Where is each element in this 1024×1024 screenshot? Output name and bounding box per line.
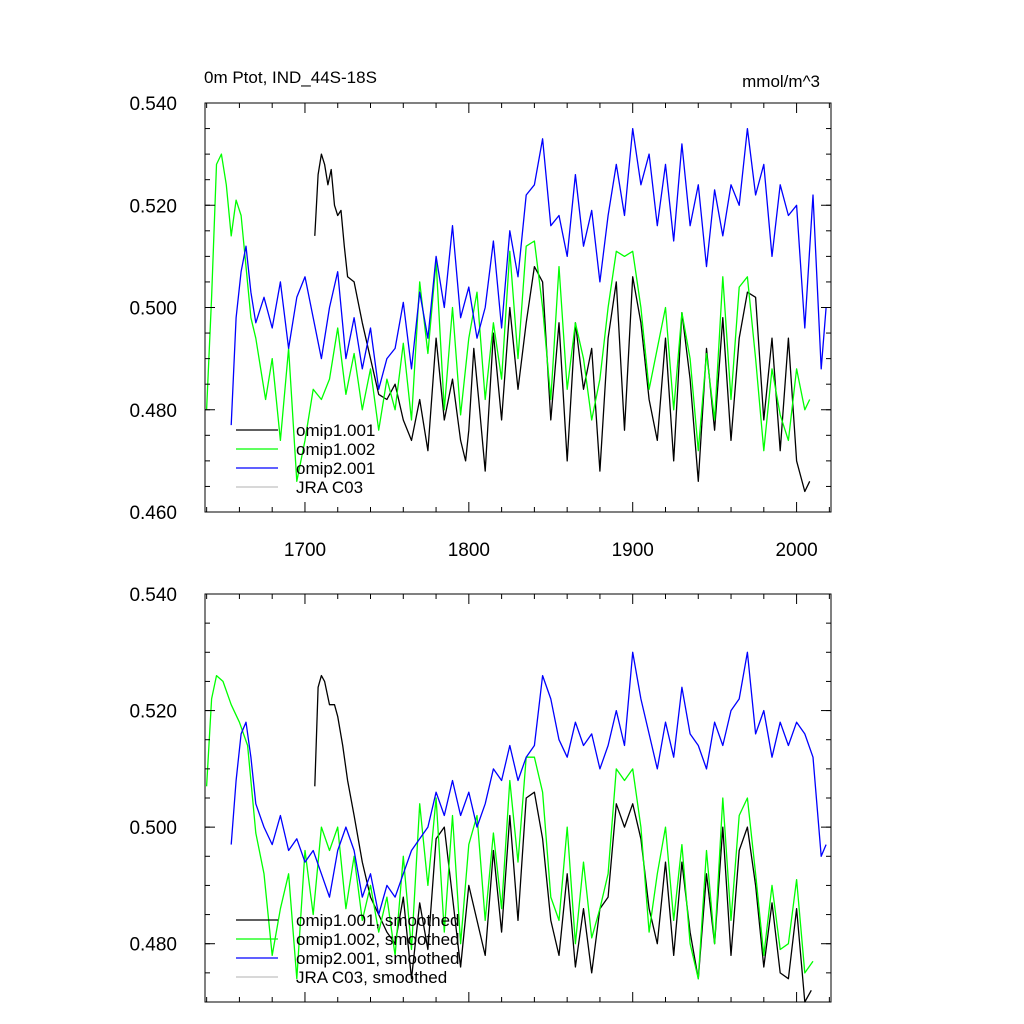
legend-label: omip1.001, smoothed: [296, 911, 460, 930]
bottom-panel: 0.480 0.500 0.520 0.540 omip1.001, smoothed…: [129, 585, 832, 1003]
y-tick-label: 0.500: [129, 818, 177, 839]
x-tick-label: 1700: [284, 540, 326, 561]
units-label: mmol/m^3: [742, 72, 820, 91]
legend-label: omip2.001, smoothed: [296, 949, 460, 968]
x-tick-label: 1900: [612, 540, 654, 561]
legend-label: omip1.001: [296, 421, 375, 440]
y-tick-label: 0.500: [129, 299, 177, 320]
y-tick-label: 0.460: [129, 503, 177, 524]
series-line-2: [205, 674, 814, 980]
y-tick-label: 0.480: [129, 935, 177, 956]
y-tick-label: 0.540: [129, 94, 177, 115]
legend-label: JRA C03: [296, 478, 363, 497]
y-tick-label: 0.540: [129, 585, 177, 606]
series-line-2: [205, 153, 811, 482]
y-tick-label: 0.520: [129, 196, 177, 217]
x-tick-label: 1800: [448, 540, 490, 561]
legend-label: omip2.001: [296, 459, 375, 478]
legend-label: omip1.002, smoothed: [296, 930, 460, 949]
series-line-3: [230, 651, 827, 916]
y-tick-label: 0.520: [129, 702, 177, 723]
legend-label: omip1.002: [296, 440, 375, 459]
chart-title: 0m Ptot, IND_44S-18S: [204, 68, 377, 87]
series-line-1: [314, 153, 811, 493]
top-panel: 0m Ptot, IND_44S-18S mmol/m^3 1700 1800 19…: [129, 68, 832, 561]
legend-label: JRA C03, smoothed: [296, 968, 447, 987]
series-line-3: [230, 127, 827, 426]
x-tick-label: 2000: [775, 540, 817, 561]
y-tick-label: 0.480: [129, 401, 177, 422]
